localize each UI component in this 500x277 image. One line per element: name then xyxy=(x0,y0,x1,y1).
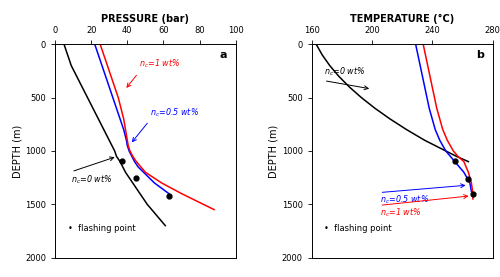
Y-axis label: DEPTH (m): DEPTH (m) xyxy=(269,124,279,178)
Text: •  flashing point: • flashing point xyxy=(324,224,392,233)
Text: a: a xyxy=(220,50,227,60)
Text: $n_c$=0 wt%: $n_c$=0 wt% xyxy=(324,66,365,78)
Text: $n_c$=1 wt%: $n_c$=1 wt% xyxy=(380,206,421,219)
Text: b: b xyxy=(476,50,484,60)
Text: $n_c$=0.5 wt%: $n_c$=0.5 wt% xyxy=(150,106,199,119)
Text: •  flashing point: • flashing point xyxy=(68,224,136,233)
X-axis label: PRESSURE (bar): PRESSURE (bar) xyxy=(102,14,190,24)
Text: $n_c$=0 wt%: $n_c$=0 wt% xyxy=(72,174,112,186)
Text: $n_c$=0.5 wt%: $n_c$=0.5 wt% xyxy=(380,194,428,206)
Y-axis label: DEPTH (m): DEPTH (m) xyxy=(12,124,22,178)
X-axis label: TEMPERATURE (°C): TEMPERATURE (°C) xyxy=(350,14,454,24)
Text: $n_c$=1 wt%: $n_c$=1 wt% xyxy=(139,57,180,70)
